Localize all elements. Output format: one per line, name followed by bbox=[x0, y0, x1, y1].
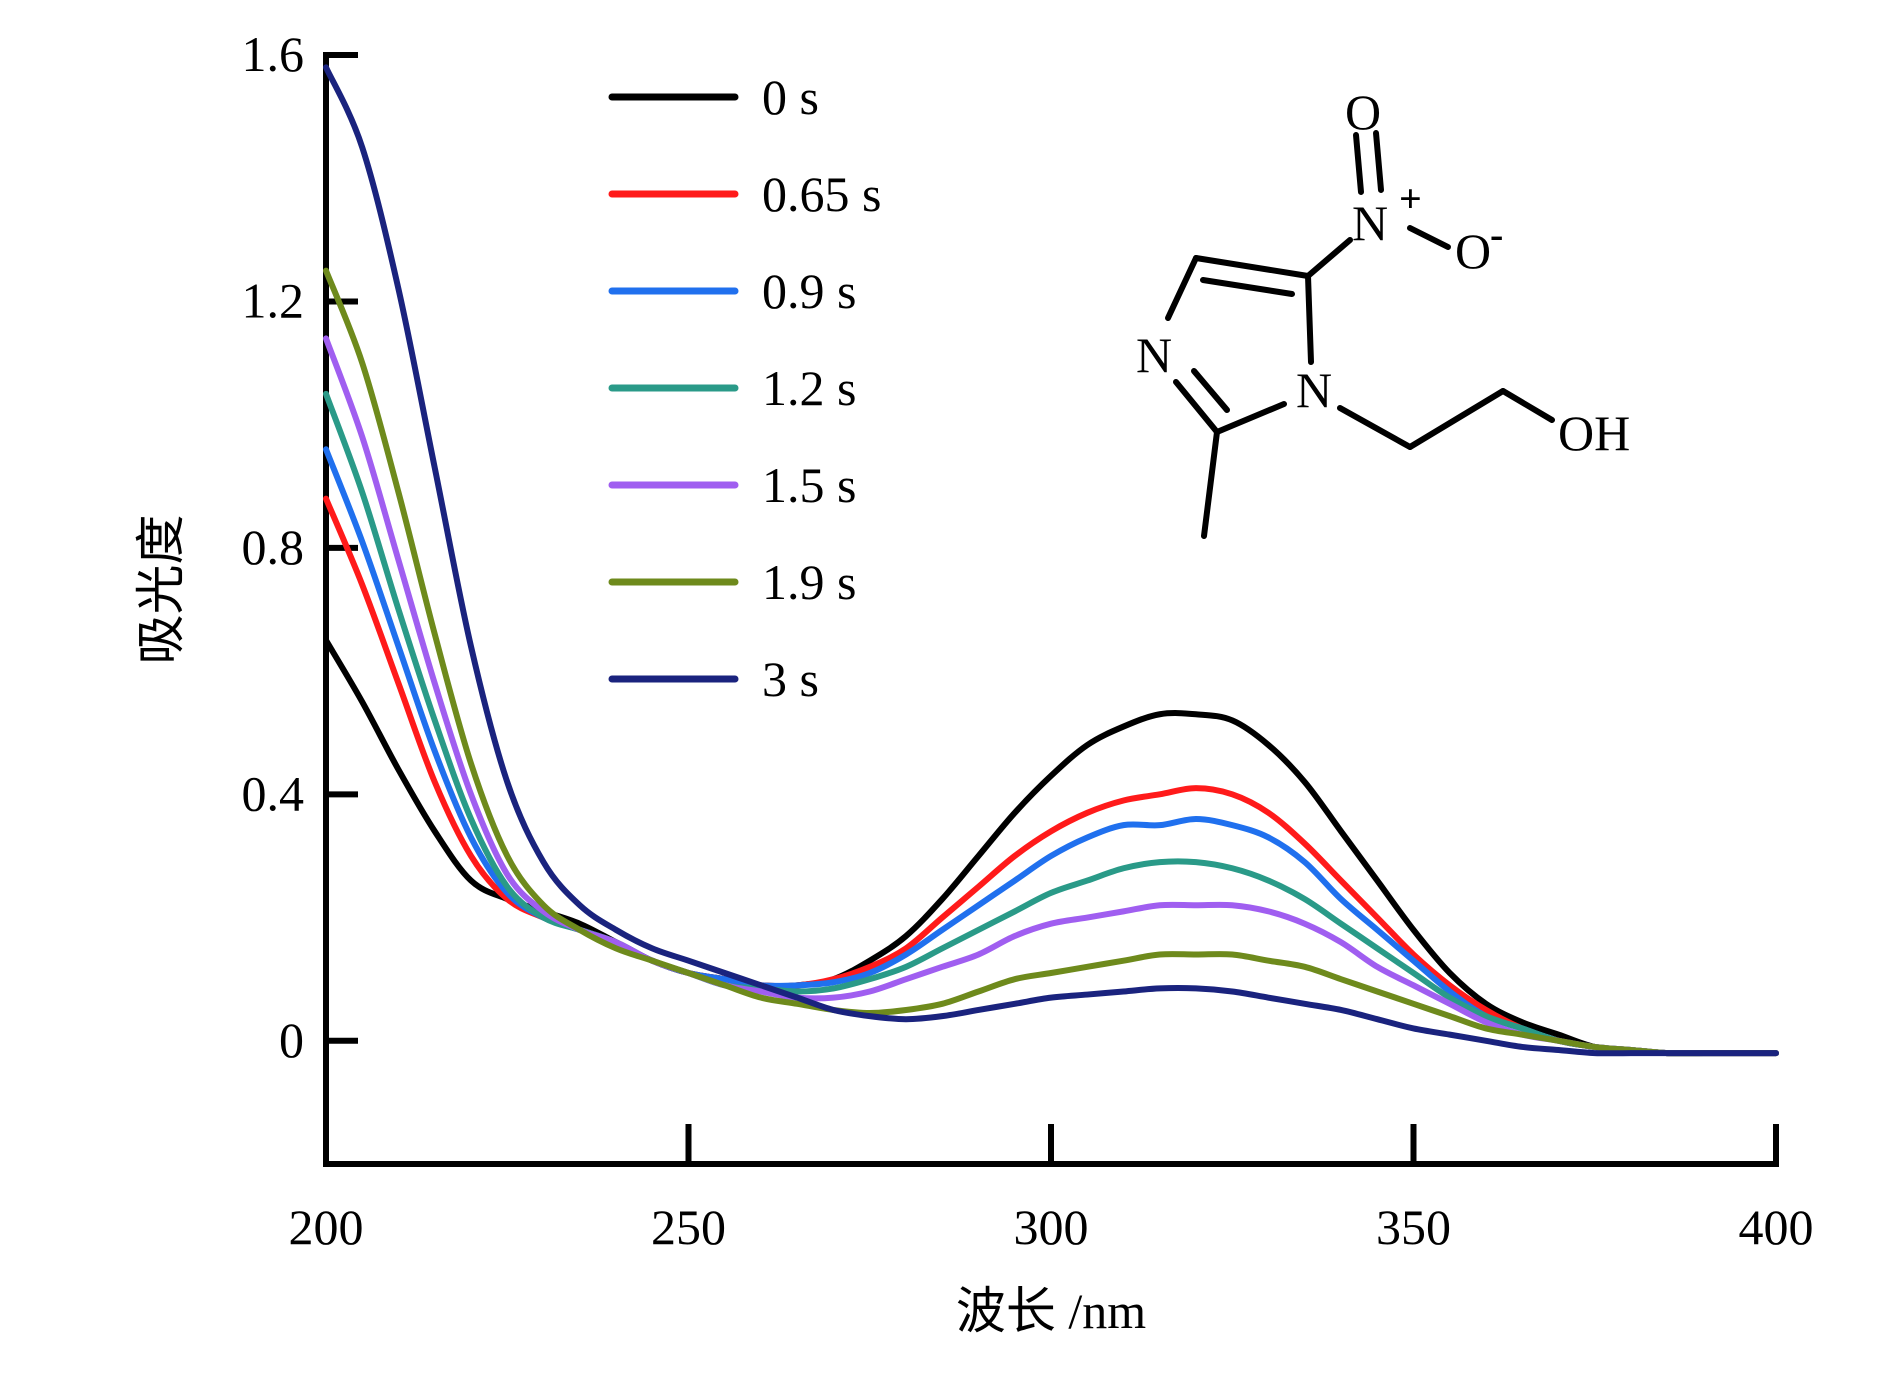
bond-c4-n3 bbox=[1165, 255, 1199, 321]
bond-ch2-oh bbox=[1500, 388, 1555, 423]
series-line-6 bbox=[323, 64, 1779, 1057]
legend-label-2: 0.9 s bbox=[762, 263, 856, 319]
legend-label-4: 1.5 s bbox=[762, 457, 856, 513]
series-line-0 bbox=[323, 637, 1779, 1057]
legend-label-5: 1.9 s bbox=[762, 554, 856, 610]
series-line-2 bbox=[323, 446, 1779, 1057]
x-tick-label: 250 bbox=[651, 1199, 726, 1255]
bond-c5-c4 bbox=[1193, 255, 1311, 279]
series-lines bbox=[323, 64, 1779, 1057]
y-tick-label: 0 bbox=[279, 1012, 304, 1068]
bond-c2-n1 bbox=[1214, 401, 1287, 435]
y-tick-label: 0.8 bbox=[242, 519, 305, 575]
y-tick-label: 0.4 bbox=[242, 765, 305, 821]
legend-label-0: 0 s bbox=[762, 69, 819, 125]
bond-n-o-single bbox=[1407, 225, 1451, 250]
x-tick-label: 350 bbox=[1376, 1199, 1451, 1255]
y-tick-label: 1.6 bbox=[242, 26, 305, 82]
legend-label-3: 1.2 s bbox=[762, 360, 856, 416]
bond-nitro-c5 bbox=[1305, 237, 1353, 279]
bond-ch2-ch2 bbox=[1407, 388, 1506, 450]
atom-oh: OH bbox=[1558, 405, 1630, 461]
legend-label-6: 3 s bbox=[762, 651, 819, 707]
bond-n-o-double-a bbox=[1353, 132, 1364, 195]
y-tick-label: 1.2 bbox=[242, 272, 305, 328]
molecule-atom-labels: O N + O - N N OH bbox=[1136, 84, 1630, 461]
atom-o-right: O bbox=[1455, 223, 1491, 279]
charge-plus: + bbox=[1399, 176, 1422, 221]
x-axis-title: 波长 /nm bbox=[956, 1283, 1146, 1339]
x-tick-label: 400 bbox=[1739, 1199, 1814, 1255]
metronidazole-structure bbox=[1165, 130, 1555, 539]
atom-o-top: O bbox=[1345, 84, 1381, 140]
atom-n-nitro: N bbox=[1352, 195, 1388, 251]
x-tick-label: 300 bbox=[1014, 1199, 1089, 1255]
bond-c2-methyl bbox=[1201, 429, 1220, 539]
charge-minus: - bbox=[1490, 212, 1503, 257]
bond-n-o-double-b bbox=[1373, 130, 1384, 193]
bond-c5-c4-inner bbox=[1200, 277, 1295, 297]
legend: 0 s 0.65 s 0.9 s 1.2 s 1.5 s 1.9 s 3 s bbox=[608, 69, 881, 707]
atom-n-ring-right: N bbox=[1296, 362, 1332, 418]
bond-n1-c5 bbox=[1305, 273, 1314, 365]
bond-n1-ch2 bbox=[1337, 405, 1413, 450]
series-line-5 bbox=[323, 267, 1779, 1057]
legend-label-1: 0.65 s bbox=[762, 166, 881, 222]
bond-n3-c2-inner bbox=[1191, 368, 1230, 413]
y-axis-title: 吸光度 bbox=[133, 515, 189, 665]
x-tick-label: 200 bbox=[289, 1199, 364, 1255]
atom-n-ring-left: N bbox=[1136, 327, 1172, 383]
axes: 0 0.4 0.8 1.2 1.6 200 250 300 350 400 波长 /nm 吸光度 bbox=[133, 26, 1814, 1339]
bond-n3-c2 bbox=[1173, 379, 1220, 435]
series-line-3 bbox=[323, 390, 1779, 1057]
